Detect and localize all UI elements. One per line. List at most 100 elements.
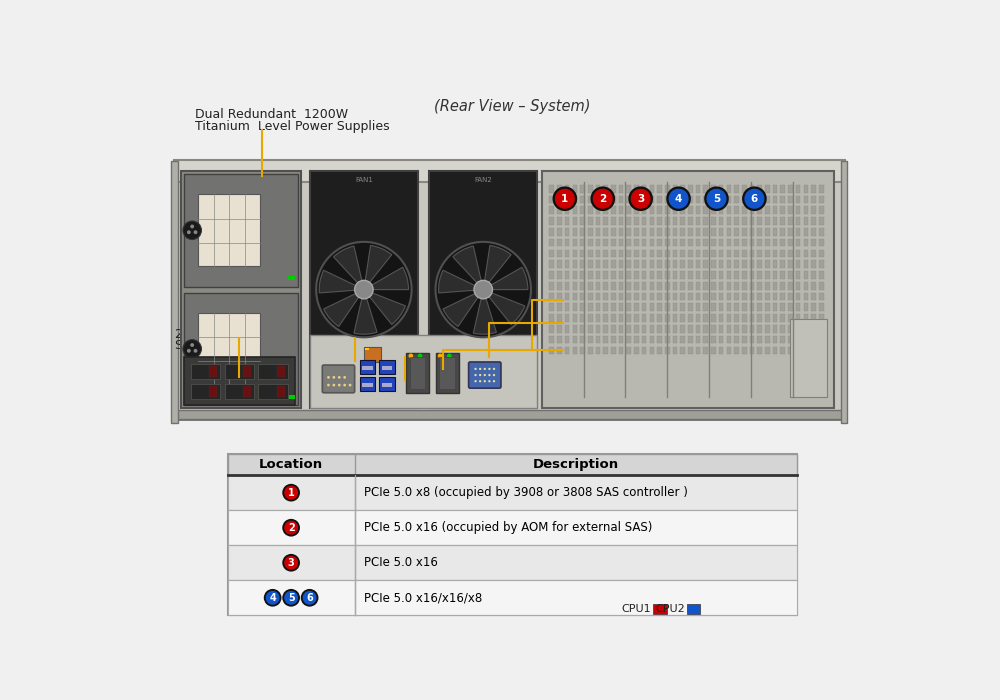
Bar: [804, 271, 808, 279]
Bar: [703, 217, 708, 225]
Bar: [688, 325, 693, 332]
Bar: [611, 185, 616, 193]
Bar: [680, 260, 685, 268]
Circle shape: [479, 380, 481, 382]
Bar: [580, 336, 585, 344]
Bar: [565, 336, 569, 344]
Bar: [780, 271, 785, 279]
Text: Port: Port: [392, 351, 417, 365]
Bar: [688, 217, 693, 225]
Bar: [696, 239, 700, 246]
Circle shape: [338, 376, 341, 379]
Bar: [557, 314, 562, 322]
Bar: [819, 228, 824, 236]
Bar: [580, 346, 585, 354]
Circle shape: [669, 189, 689, 209]
Bar: [688, 250, 693, 258]
Circle shape: [742, 186, 767, 211]
Bar: [580, 185, 585, 193]
Circle shape: [194, 230, 197, 234]
Bar: [573, 228, 577, 236]
Bar: [565, 185, 569, 193]
Bar: [788, 217, 793, 225]
Bar: [573, 217, 577, 225]
Bar: [557, 293, 562, 300]
Bar: [611, 250, 616, 258]
Bar: [719, 336, 723, 344]
Bar: [626, 250, 631, 258]
Bar: [573, 206, 577, 214]
Bar: [181, 171, 301, 408]
Bar: [657, 314, 662, 322]
Bar: [788, 195, 793, 203]
Bar: [719, 346, 723, 354]
Bar: [611, 336, 616, 344]
Bar: [626, 325, 631, 332]
Bar: [750, 271, 754, 279]
Bar: [765, 336, 770, 344]
Text: Location: Location: [259, 458, 323, 471]
Bar: [742, 346, 747, 354]
Wedge shape: [473, 298, 496, 334]
Bar: [557, 239, 562, 246]
Circle shape: [284, 521, 298, 535]
Bar: [688, 271, 693, 279]
Bar: [580, 228, 585, 236]
Bar: [657, 195, 662, 203]
Circle shape: [484, 374, 486, 376]
Bar: [804, 217, 808, 225]
Bar: [719, 260, 723, 268]
Bar: [757, 206, 762, 214]
Bar: [665, 195, 670, 203]
Bar: [788, 271, 793, 279]
Bar: [750, 217, 754, 225]
Bar: [742, 304, 747, 311]
Bar: [742, 250, 747, 258]
Bar: [642, 304, 646, 311]
Circle shape: [284, 486, 298, 500]
Bar: [580, 304, 585, 311]
Bar: [603, 250, 608, 258]
Bar: [565, 271, 569, 279]
Bar: [573, 325, 577, 332]
Bar: [557, 325, 562, 332]
Bar: [780, 239, 785, 246]
Bar: [596, 239, 600, 246]
Bar: [750, 250, 754, 258]
Bar: [619, 336, 623, 344]
Bar: [703, 250, 708, 258]
Bar: [565, 250, 569, 258]
Bar: [642, 217, 646, 225]
Bar: [688, 282, 693, 290]
Circle shape: [187, 230, 191, 234]
Bar: [780, 185, 785, 193]
Bar: [788, 304, 793, 311]
Bar: [191, 384, 220, 399]
Text: FAN2: FAN2: [474, 177, 492, 183]
Bar: [780, 217, 785, 225]
Bar: [626, 304, 631, 311]
Text: CPU2: CPU2: [655, 604, 685, 614]
Bar: [580, 325, 585, 332]
Circle shape: [349, 384, 351, 386]
Bar: [688, 260, 693, 268]
Bar: [719, 304, 723, 311]
Bar: [719, 325, 723, 332]
Circle shape: [316, 241, 412, 337]
Bar: [765, 185, 770, 193]
Circle shape: [479, 368, 481, 370]
Bar: [650, 185, 654, 193]
Bar: [804, 314, 808, 322]
Bar: [619, 185, 623, 193]
Bar: [549, 260, 554, 268]
Bar: [665, 282, 670, 290]
Bar: [804, 325, 808, 332]
Bar: [657, 304, 662, 311]
Bar: [650, 304, 654, 311]
Bar: [811, 346, 816, 354]
Bar: [780, 304, 785, 311]
Bar: [734, 271, 739, 279]
Circle shape: [418, 354, 422, 358]
Bar: [734, 195, 739, 203]
Bar: [757, 282, 762, 290]
